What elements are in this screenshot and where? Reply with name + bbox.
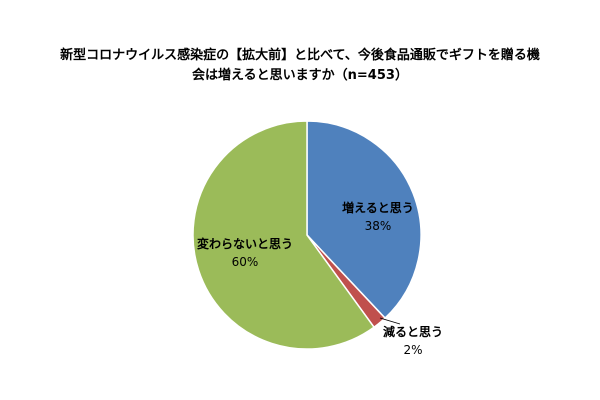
data-label-increase: 増えると思う — [342, 200, 414, 215]
data-value-unchanged: 60% — [232, 255, 259, 269]
leader-line-decrease — [379, 317, 401, 325]
chart-title-line-1: 新型コロナウイルス感染症の【拡大前】と比べて、今後食品通販でギフトを贈る機 — [60, 48, 540, 63]
chart-title: 新型コロナウイルス感染症の【拡大前】と比べて、今後食品通販でギフトを贈る機 会は… — [40, 46, 560, 86]
chart-title-line-2: 会は増えると思いますか（n=453） — [192, 68, 408, 83]
data-label-unchanged: 変わらないと思う — [197, 236, 293, 251]
data-value-increase: 38% — [365, 219, 392, 233]
data-label-decrease: 減ると思う — [383, 324, 443, 339]
data-value-decrease: 2% — [403, 343, 422, 357]
pie-slice-unchanged — [192, 120, 376, 350]
pie-slice-increase — [306, 120, 422, 320]
